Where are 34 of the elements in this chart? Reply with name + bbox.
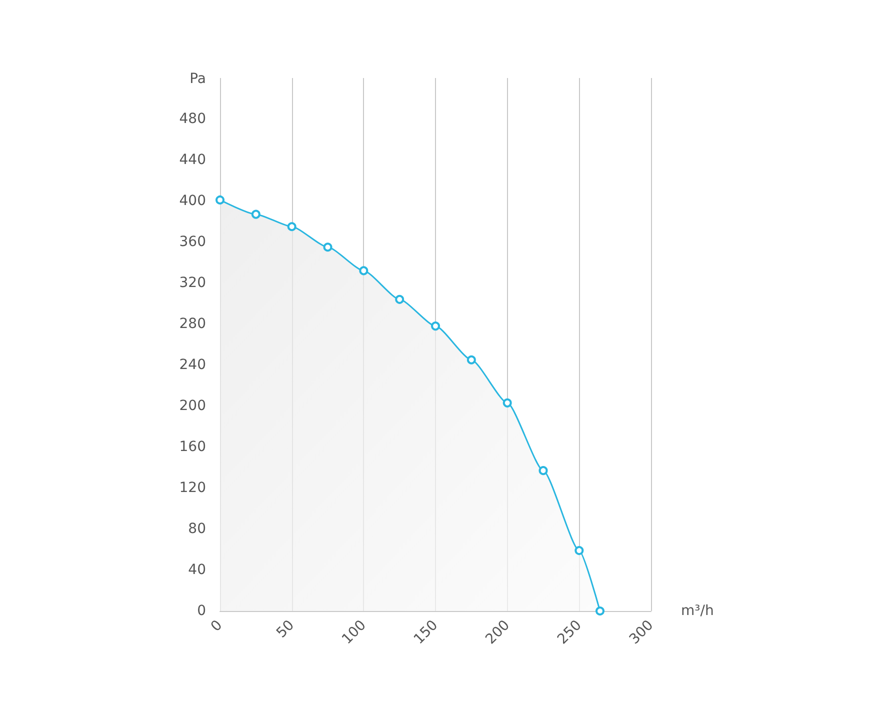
x-tick-label: 250	[554, 617, 585, 648]
point	[431, 322, 440, 331]
x-tick-label: 150	[410, 617, 442, 648]
x-tick-label: 0	[208, 617, 226, 635]
y-tick-label: 200	[179, 398, 206, 414]
point	[574, 546, 584, 556]
y-tick-label: 440	[179, 152, 206, 168]
y-tick-label: 40	[188, 562, 206, 578]
y-tick-label: 320	[179, 275, 206, 291]
point	[359, 266, 368, 276]
y-tick-label: 240	[179, 357, 206, 373]
y-tick-label: 160	[179, 439, 206, 455]
y-tick-label: 120	[179, 480, 206, 496]
point	[287, 222, 296, 232]
x-tick-label: 100	[339, 617, 370, 648]
y-tick-label: 0	[197, 603, 206, 619]
point	[538, 466, 548, 476]
y-tick-label: 400	[179, 193, 206, 209]
x-tick-label: 200	[482, 617, 513, 648]
x-axis-title: m³/h	[681, 603, 714, 619]
point	[251, 210, 260, 219]
y-axis-title: Pa	[190, 71, 206, 87]
y-tick-label: 360	[179, 234, 206, 250]
x-tick-label: 50	[274, 617, 298, 642]
point	[466, 355, 476, 364]
point	[395, 294, 404, 304]
point	[502, 398, 512, 408]
y-tick-label: 80	[188, 521, 206, 537]
x-tick-label: 300	[626, 617, 657, 648]
point	[596, 606, 604, 616]
y-tick-label: 480	[179, 111, 206, 127]
y-tick-label: 280	[179, 316, 206, 332]
point	[216, 195, 224, 204]
point	[323, 242, 332, 252]
